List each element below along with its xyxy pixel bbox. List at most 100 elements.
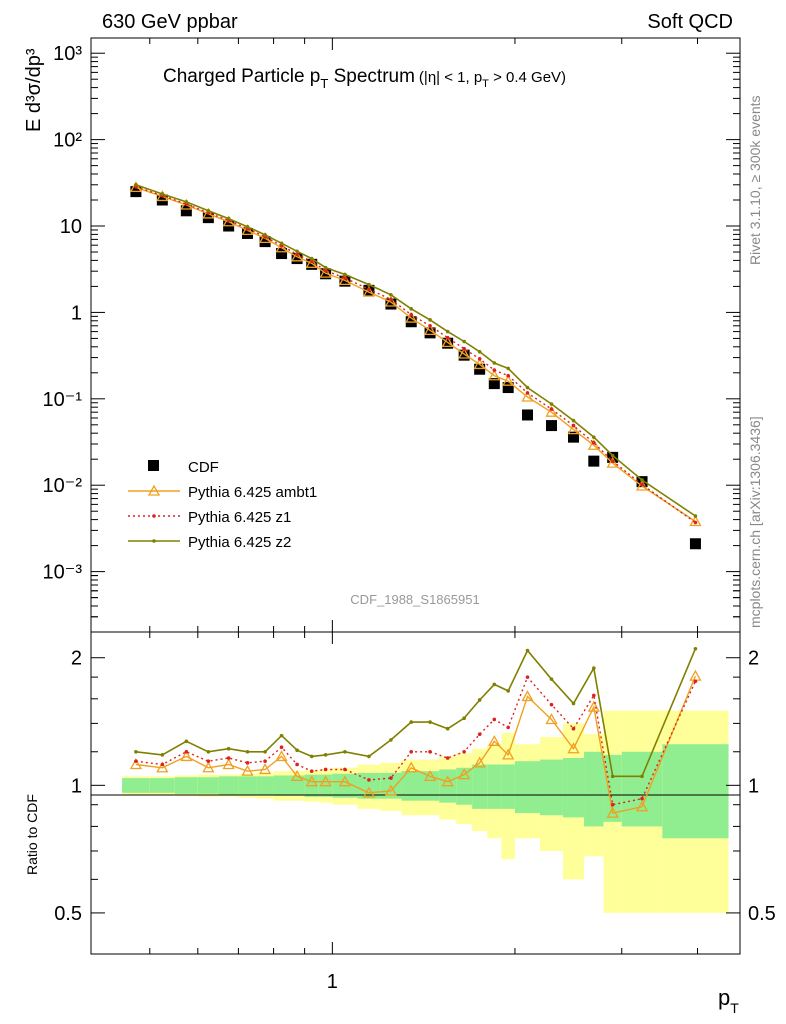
ratio-tick-label-right: 1 [748,775,759,797]
z2-marker [549,402,554,406]
z2-ratio-marker [525,648,530,653]
ratio-band-inner [487,764,502,809]
cdf-point [474,363,486,375]
ambt1-ratio-marker [458,768,471,780]
z2-marker [184,200,189,204]
z1-marker [428,323,432,328]
ambt1-ratio-marker [241,764,254,776]
z1-ratio-marker [389,776,393,780]
cdf-point [241,227,253,239]
ratio-tick-label-right: 0.5 [748,903,776,925]
z1-ratio-marker [295,762,299,767]
z2-marker [492,361,497,365]
z2-marker [226,216,231,221]
legend: CDF Pythia 6.425 ambt1 Pythia 6.425 z1 Pyth… [128,459,317,551]
z1-marker [492,368,497,372]
z1-ratio-marker [226,756,231,760]
z2-marker [693,514,698,518]
title-main: Charged Particle p [163,66,320,87]
z2-marker [323,265,328,270]
z1-ratio-marker [445,756,450,760]
ratio-band-inner [603,754,622,822]
ratio-band-inner [514,761,541,814]
z2-ratio-marker [245,749,250,754]
ratio-band-inner [197,777,219,794]
z2-marker [367,282,371,287]
rivet-label: Rivet 3.1.10, ≥ 300k events [747,95,763,265]
z2-marker [134,182,138,187]
main-line-z1 [135,186,696,524]
y-tick-label: 10 [60,216,82,238]
ambt1-marker [567,423,580,435]
ambt1-marker [473,358,486,370]
z1-ratio-marker [640,796,644,801]
cdf-point [588,455,600,467]
ambt1-marker [241,224,254,236]
ratio-band-inner [174,777,198,794]
title-cut-tail: > 0.4 GeV) [489,69,566,86]
main-line-ambt1 [135,186,696,523]
ambt1-marker [405,311,418,323]
ambt1-marker [521,390,534,402]
ratio-tick-label-left: 0.5 [54,903,82,925]
z1-ratio-marker [134,759,138,764]
z1-marker [367,287,371,292]
ambt1-ratio-marker [258,763,272,775]
ratio-band-inner [218,776,239,795]
z2-marker [462,339,466,344]
x-tick-label: 1 [327,971,338,993]
z2-marker [245,224,250,229]
ratio-tick-label-left: 2 [71,648,82,670]
main-panel: Charged Particle pT Spectrum (|η| < 1, pT… [23,37,741,633]
ambt1-ratio-marker [156,761,169,773]
z2-marker [428,318,432,322]
ambt1-marker [319,266,332,278]
z2-ratio-marker [506,689,510,693]
z1-ratio-marker [571,726,576,731]
ratio-panel: Ratio to CDF 1 0.5 0.5 1 1 2 2 pT [24,631,776,1016]
ratio-uncertainty-bands [122,710,729,913]
main-series-z2 [134,182,698,518]
title-tail: Spectrum [328,66,415,87]
z1-marker [477,357,482,361]
main-ylabel: E d³σ/dp³ [23,48,45,132]
z2-marker [409,307,414,311]
z1-ratio-marker [279,745,284,750]
ratio-band-inner [122,778,150,793]
ambt1-ratio-marker [384,784,398,796]
z1-marker [462,346,466,351]
z1-ratio-marker [525,675,530,679]
cdf-point [502,382,514,394]
main-axis-ticks: 10³ 10² 10 1 10⁻¹ 10⁻² 10⁻³ [43,38,740,633]
ratio-line-ambt1 [135,675,697,814]
z1-ratio-marker [367,778,371,782]
z2-marker [525,385,530,390]
cdf-point [458,349,470,361]
z2-marker [160,192,165,196]
z2-marker [309,256,314,261]
z2-marker [279,241,284,246]
legend-marker-z2 [152,539,156,543]
ratio-band-inner [584,751,604,827]
z1-marker [323,268,328,273]
cdf-point [689,538,701,550]
cdf-point [424,327,436,339]
y-tick-label: 10⁻² [43,475,83,497]
ambt1-marker [545,405,558,417]
z1-marker [279,244,284,248]
cdf-point [488,378,500,390]
ambt1-ratio-marker [488,734,501,746]
ambt1-ratio-marker [441,775,454,787]
z2-ratio-marker [226,746,231,751]
ambt1-ratio-marker [689,669,702,681]
z2-ratio-marker [160,753,165,757]
z2-ratio-marker [184,739,189,744]
ratio-band-inner [256,776,274,795]
ratio-band-inner [621,751,663,827]
z2-ratio-marker [445,726,450,731]
z2-marker [263,233,267,237]
y-tick-label: 10³ [53,43,82,65]
cdf-point [568,431,580,443]
z1-ratio-marker [409,749,414,754]
ambt1-marker [384,295,398,307]
